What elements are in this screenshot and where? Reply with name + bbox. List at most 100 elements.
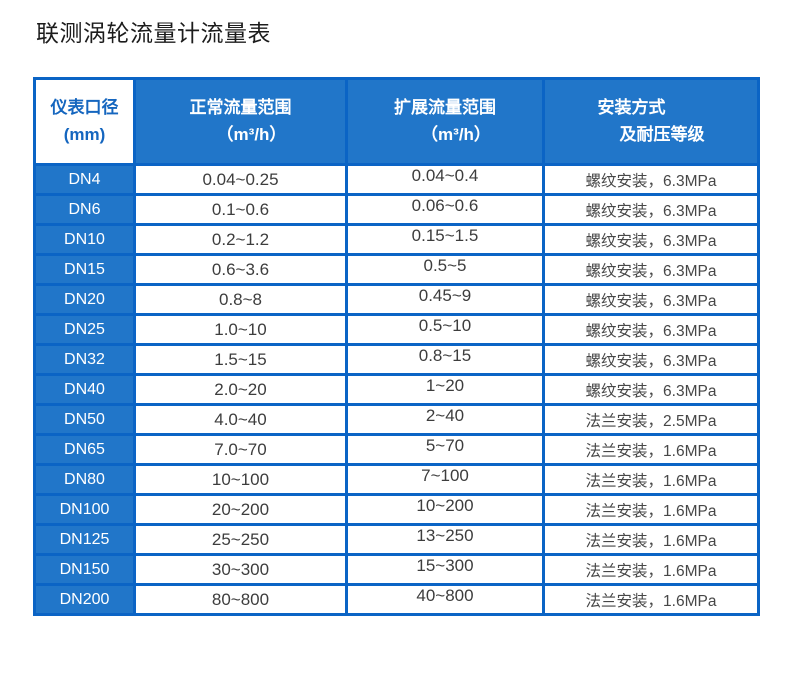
normal-range-cell-text: 0.04~0.25 [202,169,279,189]
extended-range-cell: 15~300 [345,553,545,586]
flow-rate-table: 仪表口径 (mm) 正常流量范围 （m³/h） 扩展流量范围 （m³/h） 安装… [33,77,760,616]
normal-range-cell-text: 0.6~3.6 [211,259,270,279]
install-cell: 螺纹安装，6.3MPa [542,223,760,256]
dn-cell-text: DN50 [64,410,105,428]
extended-range-cell-text: 0.45~9 [418,285,472,305]
extended-range-cell-text: 1~20 [425,375,465,395]
normal-range-cell: 7.0~70 [133,433,348,466]
table-row: DN200 80~800 40~800 法兰安装，1.6MPa [33,583,760,616]
normal-range-cell: 80~800 [133,583,348,616]
normal-range-cell: 0.8~8 [133,283,348,316]
extended-range-cell-text: 40~800 [416,585,474,605]
normal-range-cell-text: 10~100 [211,469,270,489]
extended-range-cell: 1~20 [345,373,545,406]
install-cell-text: 法兰安装，1.6MPa [585,502,717,520]
table-row: DN6 0.1~0.6 0.06~0.6 螺纹安装，6.3MPa [33,193,760,226]
dn-cell: DN80 [33,463,136,496]
table-row: DN32 1.5~15 0.8~15 螺纹安装，6.3MPa [33,343,760,376]
extended-range-cell-text: 0.5~10 [418,315,472,335]
table-row: DN15 0.6~3.6 0.5~5 螺纹安装，6.3MPa [33,253,760,286]
dn-cell-text: DN15 [64,260,105,278]
header-normal-range-line1: 正常流量范围 [189,98,292,118]
dn-cell: DN20 [33,283,136,316]
normal-range-cell-text: 30~300 [211,559,270,579]
install-cell-text: 螺纹安装，6.3MPa [585,262,717,280]
header-diameter-line1: 仪表口径 [50,98,119,118]
extended-range-cell-text: 10~200 [416,495,474,515]
normal-range-cell-text: 4.0~40 [214,409,267,429]
install-cell-text: 法兰安装，2.5MPa [585,412,717,430]
extended-range-cell: 0.5~10 [345,313,545,346]
normal-range-cell: 0.6~3.6 [133,253,348,286]
install-cell-text: 法兰安装，1.6MPa [585,562,717,580]
table-row: DN80 10~100 7~100 法兰安装，1.6MPa [33,463,760,496]
dn-cell: DN4 [33,163,136,196]
install-cell: 法兰安装，1.6MPa [542,463,760,496]
install-cell-text: 螺纹安装，6.3MPa [585,202,717,220]
extended-range-cell: 0.5~5 [345,253,545,286]
dn-cell: DN25 [33,313,136,346]
extended-range-cell-text: 0.15~1.5 [411,225,479,245]
extended-range-cell-text: 13~250 [416,525,474,545]
table-row: DN10 0.2~1.2 0.15~1.5 螺纹安装，6.3MPa [33,223,760,256]
install-cell: 螺纹安装，6.3MPa [542,313,760,346]
extended-range-cell: 40~800 [345,583,545,616]
dn-cell-text: DN4 [68,170,101,188]
normal-range-cell-text: 0.1~0.6 [211,199,270,219]
header-cell-diameter: 仪表口径 (mm) [33,77,136,166]
header-cell-extended-range: 扩展流量范围 （m³/h） [345,77,545,166]
normal-range-cell: 25~250 [133,523,348,556]
table-row: DN40 2.0~20 1~20 螺纹安装，6.3MPa [33,373,760,406]
install-cell: 螺纹安装，6.3MPa [542,163,760,196]
extended-range-cell: 0.45~9 [345,283,545,316]
header-row: 仪表口径 (mm) 正常流量范围 （m³/h） 扩展流量范围 （m³/h） 安装… [33,77,760,166]
normal-range-cell: 30~300 [133,553,348,586]
install-cell-text: 法兰安装，1.6MPa [585,532,717,550]
normal-range-cell: 0.04~0.25 [133,163,348,196]
dn-cell: DN6 [33,193,136,226]
header-diameter-line2: (mm) [63,124,106,144]
install-cell-text: 法兰安装，1.6MPa [585,472,717,490]
table-row: DN125 25~250 13~250 法兰安装，1.6MPa [33,523,760,556]
header-install-line1: 安装方式 [597,98,666,118]
install-cell: 法兰安装，1.6MPa [542,523,760,556]
header-install-line2: 及耐压等级 [619,124,705,144]
install-cell-text: 螺纹安装，6.3MPa [585,292,717,310]
extended-range-cell: 10~200 [345,493,545,526]
install-cell: 法兰安装，1.6MPa [542,583,760,616]
dn-cell-text: DN20 [64,290,105,308]
dn-cell-text: DN6 [68,200,101,218]
header-extended-range-line1: 扩展流量范围 [394,98,496,118]
normal-range-cell-text: 0.2~1.2 [211,229,270,249]
table-body: DN4 0.04~0.25 0.04~0.4 螺纹安装，6.3MPa DN6 0.1~0.… [33,163,760,616]
table-row: DN150 30~300 15~300 法兰安装，1.6MPa [33,553,760,586]
install-cell-text: 螺纹安装，6.3MPa [585,382,717,400]
install-cell: 螺纹安装，6.3MPa [542,193,760,226]
extended-range-cell-text: 15~300 [416,555,474,575]
dn-cell: DN150 [33,553,136,586]
extended-range-cell: 0.06~0.6 [345,193,545,226]
extended-range-cell: 0.04~0.4 [345,163,545,196]
header-install-block: 安装方式 及耐压等级 [598,95,705,148]
header-cell-install: 安装方式 及耐压等级 [542,77,760,166]
dn-cell: DN125 [33,523,136,556]
install-cell: 螺纹安装，6.3MPa [542,373,760,406]
dn-cell: DN15 [33,253,136,286]
normal-range-cell-text: 25~250 [211,529,270,549]
extended-range-cell: 13~250 [345,523,545,556]
table-row: DN65 7.0~70 5~70 法兰安装，1.6MPa [33,433,760,466]
normal-range-cell-text: 1.5~15 [214,349,267,369]
normal-range-cell: 1.5~15 [133,343,348,376]
install-cell-text: 螺纹安装，6.3MPa [585,352,717,370]
extended-range-cell-text: 0.04~0.4 [411,165,479,185]
install-cell-text: 螺纹安装，6.3MPa [585,322,717,340]
dn-cell: DN10 [33,223,136,256]
dn-cell-text: DN100 [59,500,110,518]
install-cell: 螺纹安装，6.3MPa [542,253,760,286]
install-cell: 法兰安装，1.6MPa [542,433,760,466]
extended-range-cell-text: 5~70 [425,435,465,455]
install-cell: 螺纹安装，6.3MPa [542,343,760,376]
header-cell-normal-range: 正常流量范围 （m³/h） [133,77,348,166]
normal-range-cell-text: 1.0~10 [214,319,267,339]
install-cell-text: 螺纹安装，6.3MPa [585,232,717,250]
